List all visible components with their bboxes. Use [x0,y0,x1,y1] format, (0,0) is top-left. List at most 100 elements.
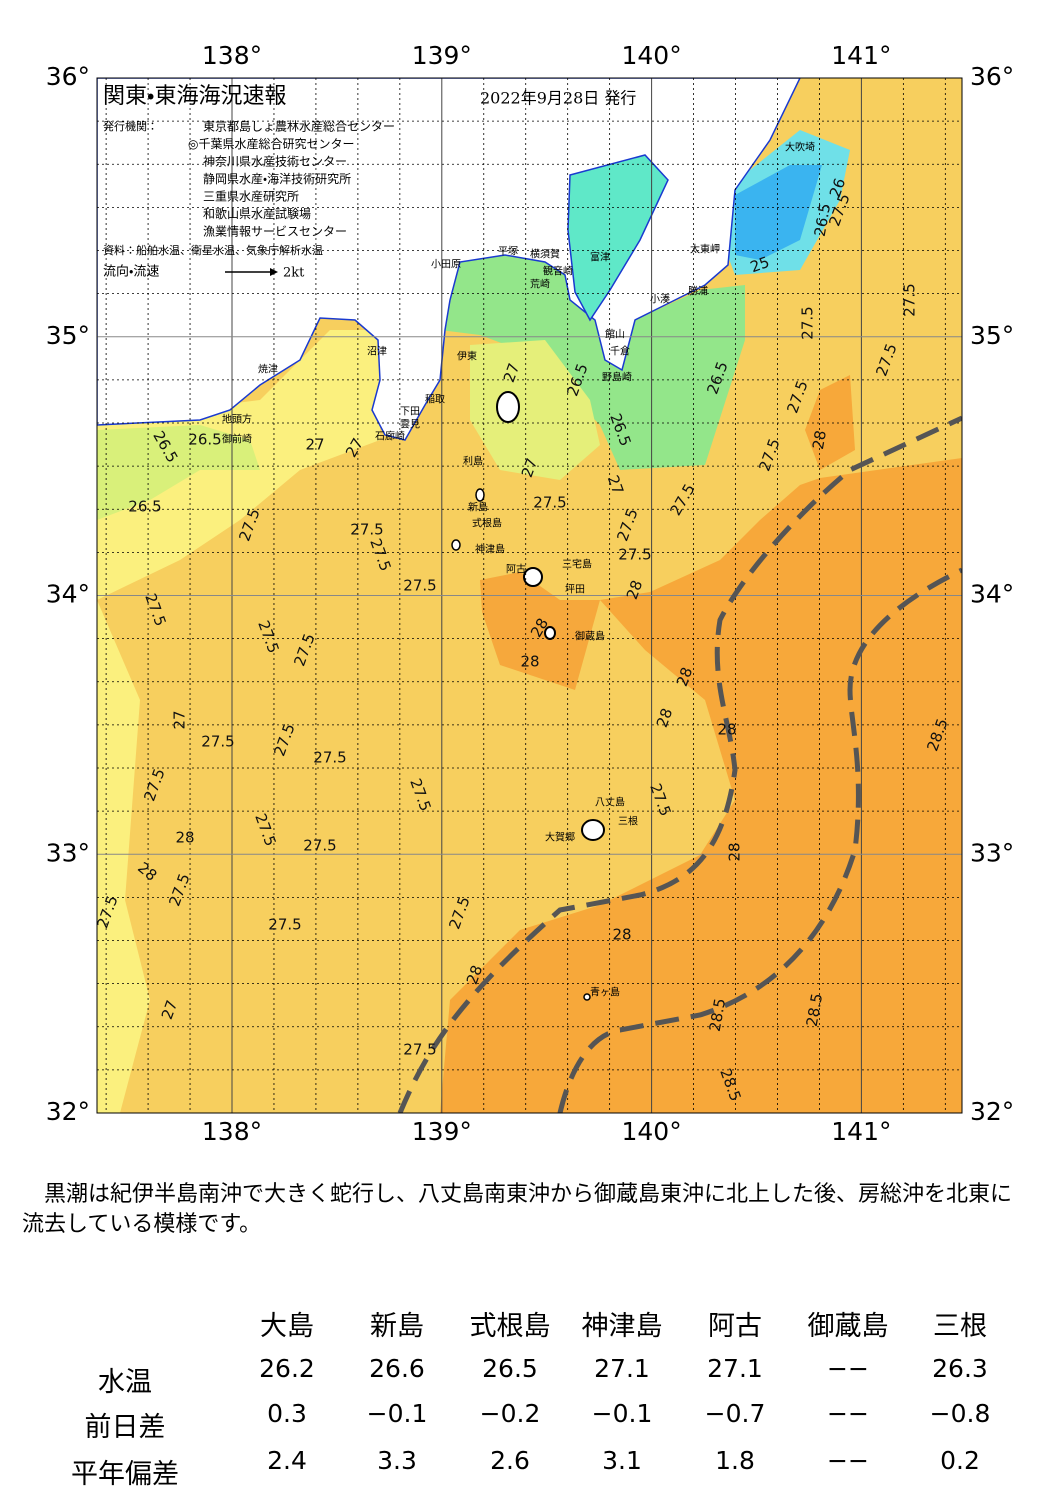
kuroshio-axis [557,567,962,1113]
table-cell: −− [827,1354,869,1383]
place-name: 小湊 [650,293,670,306]
place-name: 利島 [463,455,483,468]
table-cell: 26.2 [259,1354,315,1383]
summary: 黒潮は紀伊半島南沖で大きく蛇行し、八丈島南東沖から御蔵島東沖に北上した後、房総沖… [22,1182,1013,1237]
place-name: 下田 [400,407,420,418]
place-name: 大賀郷 [545,831,575,844]
yellow-green-zone [97,425,260,520]
graticule [97,78,962,1113]
issuer: 和歌山県水産試験場 [203,206,311,221]
place-name: 地頭方 [222,413,252,426]
title: 関東・東海海況速報 [103,84,286,109]
table-cell: 26.6 [369,1354,425,1383]
isotherm-label: 28 [463,963,486,987]
isotherm-label: 28.5 [803,992,827,1028]
table-cell: −− [827,1446,869,1475]
kuroshio-axis [397,415,962,1113]
issuer: 東京都島しょ農林水産総合センター [203,119,395,134]
isotherm-label: 27.5 [201,733,234,751]
column-header: 大島 [260,1311,314,1342]
place-name: 三宅島 [562,558,592,571]
isotherm-label: 27.5 [403,1041,436,1059]
table-cell: 2.6 [490,1446,530,1475]
table-cell: 0.2 [940,1446,980,1475]
lat-label: 32° [46,1097,90,1126]
isotherm-label: 27 [518,456,541,480]
issue-date: 2022年9月28日 発行 [480,89,636,108]
isotherm-label: 28 [673,665,696,689]
isotherm-label: 27.5 [403,577,436,595]
place-name: 青ヶ島 [590,986,620,999]
isotherm-label: 28 [520,653,539,671]
legend-arrow-head [270,268,278,276]
lon-label: 141° [831,1117,891,1146]
column-header: 御蔵島 [807,1311,889,1342]
map-header: 関東・東海海況速報 2022年9月28日 発行 発行機関： 資料：船舶水温、衛星… [103,84,636,281]
isotherm-label: 26.5 [811,202,835,238]
row-label: 平年偏差 [71,1459,179,1490]
isotherm-label: 27.5 [618,546,651,564]
place-name: 勝浦 [688,285,708,298]
place-name: 新島 [468,501,488,514]
place-name: 小田原 [431,259,461,271]
table-cell: 3.3 [377,1446,417,1475]
place-name: 三根 [618,815,638,828]
place-name: 大吹埼 [785,141,815,154]
row-label: 前日差 [84,1412,166,1443]
isotherm-label: 28 [612,926,631,944]
issuer-label: 発行機関： [103,119,158,133]
place-name: 焼津 [258,364,278,376]
place-name: 御蔵島 [575,630,605,643]
place-name: 伊東 [457,350,477,363]
isotherm-label: 26.5 [188,431,221,449]
island [581,819,605,841]
island [544,626,556,640]
isotherm-label: 27.5 [268,916,301,934]
table-cell: −− [827,1399,869,1428]
isotherm-label: 27.5 [799,306,817,339]
table-cell: −0.8 [929,1399,991,1428]
island [523,567,543,587]
lat-label: 32° [970,1097,1014,1126]
place-name: 神津島 [475,543,505,556]
place-name: 荒崎 [530,278,550,291]
place-name: 阿古 [506,563,526,576]
table-cell: 2.4 [267,1446,307,1475]
place-name: 平塚 [498,246,518,258]
isotherm-label: 28 [717,721,736,739]
orange-zone [440,458,962,1113]
lat-label: 35° [46,321,90,350]
isotherm-label: 26 [826,176,849,200]
lon-label: 140° [621,41,681,70]
column-header: 阿古 [708,1311,762,1342]
place-name: 沼津 [367,345,387,358]
place-name: 石廊崎 [375,430,405,443]
map-axes: 138° 138° 139° 139° 140° 140° 141° 141° 36° 36° 35… [46,41,1015,1146]
lat-label: 36° [46,62,90,91]
island [451,539,461,551]
light-yellow-zone [97,600,150,1113]
island [583,993,591,1001]
isotherm-label: 27 [171,710,189,729]
isotherm-label: 27.5 [303,837,336,855]
isotherm-label: 28 [175,829,194,847]
lat-label: 36° [970,62,1014,91]
column-header: 神津島 [581,1311,663,1342]
place-name: 富津 [590,251,610,264]
isotherm-label: 27 [500,361,523,385]
lon-label: 140° [621,1117,681,1146]
isotherm-label: 26.5 [128,498,161,516]
island [475,488,485,502]
row-label: 水温 [98,1367,152,1398]
table-cell: 1.8 [715,1446,755,1475]
isotherm-label: 27.5 [350,521,383,539]
place-name: 太東岬 [690,243,720,256]
table-cell: 27.1 [707,1354,763,1383]
isotherm-label: 28 [623,578,646,602]
source: 資料：船舶水温、衛星水温、気象庁解析水温 [103,243,323,257]
green-zone [440,255,745,470]
